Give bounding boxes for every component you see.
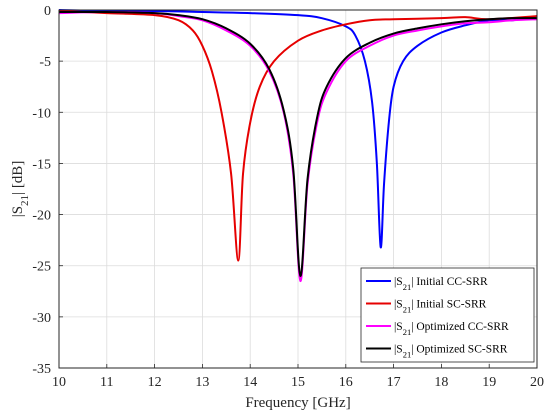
legend-label-sub: 21 [403, 282, 412, 292]
legend-label-optimized-sc-srr: |S21| Optimized SC-SRR [394, 344, 508, 360]
legend-label-tail: | Optimized SC-SRR [411, 344, 508, 356]
y-tick-label: -35 [32, 362, 51, 377]
y-axis-title-tail: | [dB] [10, 161, 26, 195]
x-axis-title: Frequency [GHz] [245, 395, 350, 411]
legend-label-main: |S [394, 321, 403, 333]
y-tick-label: -10 [32, 106, 51, 121]
legend-label-optimized-cc-srr: |S21| Optimized CC-SRR [394, 321, 509, 337]
x-tick-label: 11 [100, 375, 113, 390]
legend-label-sub: 21 [403, 327, 412, 337]
x-tick-label: 15 [291, 375, 305, 390]
y-tick-label: 0 [44, 4, 51, 19]
x-tick-label: 12 [148, 375, 162, 390]
legend: |S21| Initial CC-SRR |S21| Initial SC-SR… [360, 267, 535, 363]
legend-entry-initial-sc-srr: |S21| Initial SC-SRR [366, 299, 487, 315]
legend-label-sub: 21 [403, 350, 412, 360]
y-tick-labels: 0 -5 -10 -15 -20 -25 -30 -35 [32, 4, 51, 377]
x-tick-label: 10 [52, 375, 66, 390]
y-tick-label: -15 [32, 157, 51, 172]
legend-label-sub: 21 [403, 305, 412, 315]
x-tick-label: 14 [243, 375, 257, 390]
x-tick-label: 17 [387, 375, 401, 390]
legend-label-initial-cc-srr: |S21| Initial CC-SRR [394, 276, 488, 292]
x-tick-label: 16 [339, 375, 353, 390]
legend-label-main: |S [394, 344, 403, 356]
x-tick-label: 18 [434, 375, 448, 390]
legend-box [360, 267, 535, 363]
series-layer [58, 9, 538, 283]
legend-label-initial-sc-srr: |S21| Initial SC-SRR [394, 299, 487, 315]
y-axis-title-sub: 21 [19, 195, 31, 206]
legend-label-main: |S [394, 299, 403, 311]
legend-label-tail: | Initial SC-SRR [411, 299, 486, 311]
legend-label-main: |S [394, 276, 403, 288]
legend-label-tail: | Optimized CC-SRR [411, 321, 509, 333]
x-tick-labels: 10 11 12 13 14 15 16 17 18 19 20 [52, 375, 544, 390]
x-tick-label: 13 [195, 375, 209, 390]
series-line-initial-cc-srr [58, 9, 538, 249]
x-tick-label: 20 [530, 375, 544, 390]
legend-label-tail: | Initial CC-SRR [411, 276, 488, 288]
y-tick-label: -20 [32, 209, 51, 224]
legend-entry-optimized-cc-srr: |S21| Optimized CC-SRR [366, 321, 509, 337]
legend-entry-initial-cc-srr: |S21| Initial CC-SRR [366, 276, 488, 292]
series-line-optimized-sc-srr [58, 10, 538, 277]
legend-entry-optimized-sc-srr: |S21| Optimized SC-SRR [366, 344, 508, 360]
series-line-initial-sc-srr [58, 10, 538, 262]
y-tick-label: -25 [32, 260, 51, 275]
y-axis-title-main: |S [10, 206, 26, 217]
y-tick-label: -30 [32, 311, 51, 326]
y-axis-title: |S21| [dB] [10, 161, 31, 218]
plot-frame [58, 9, 538, 369]
y-tick-label: -5 [39, 55, 51, 70]
x-tick-label: 19 [482, 375, 496, 390]
